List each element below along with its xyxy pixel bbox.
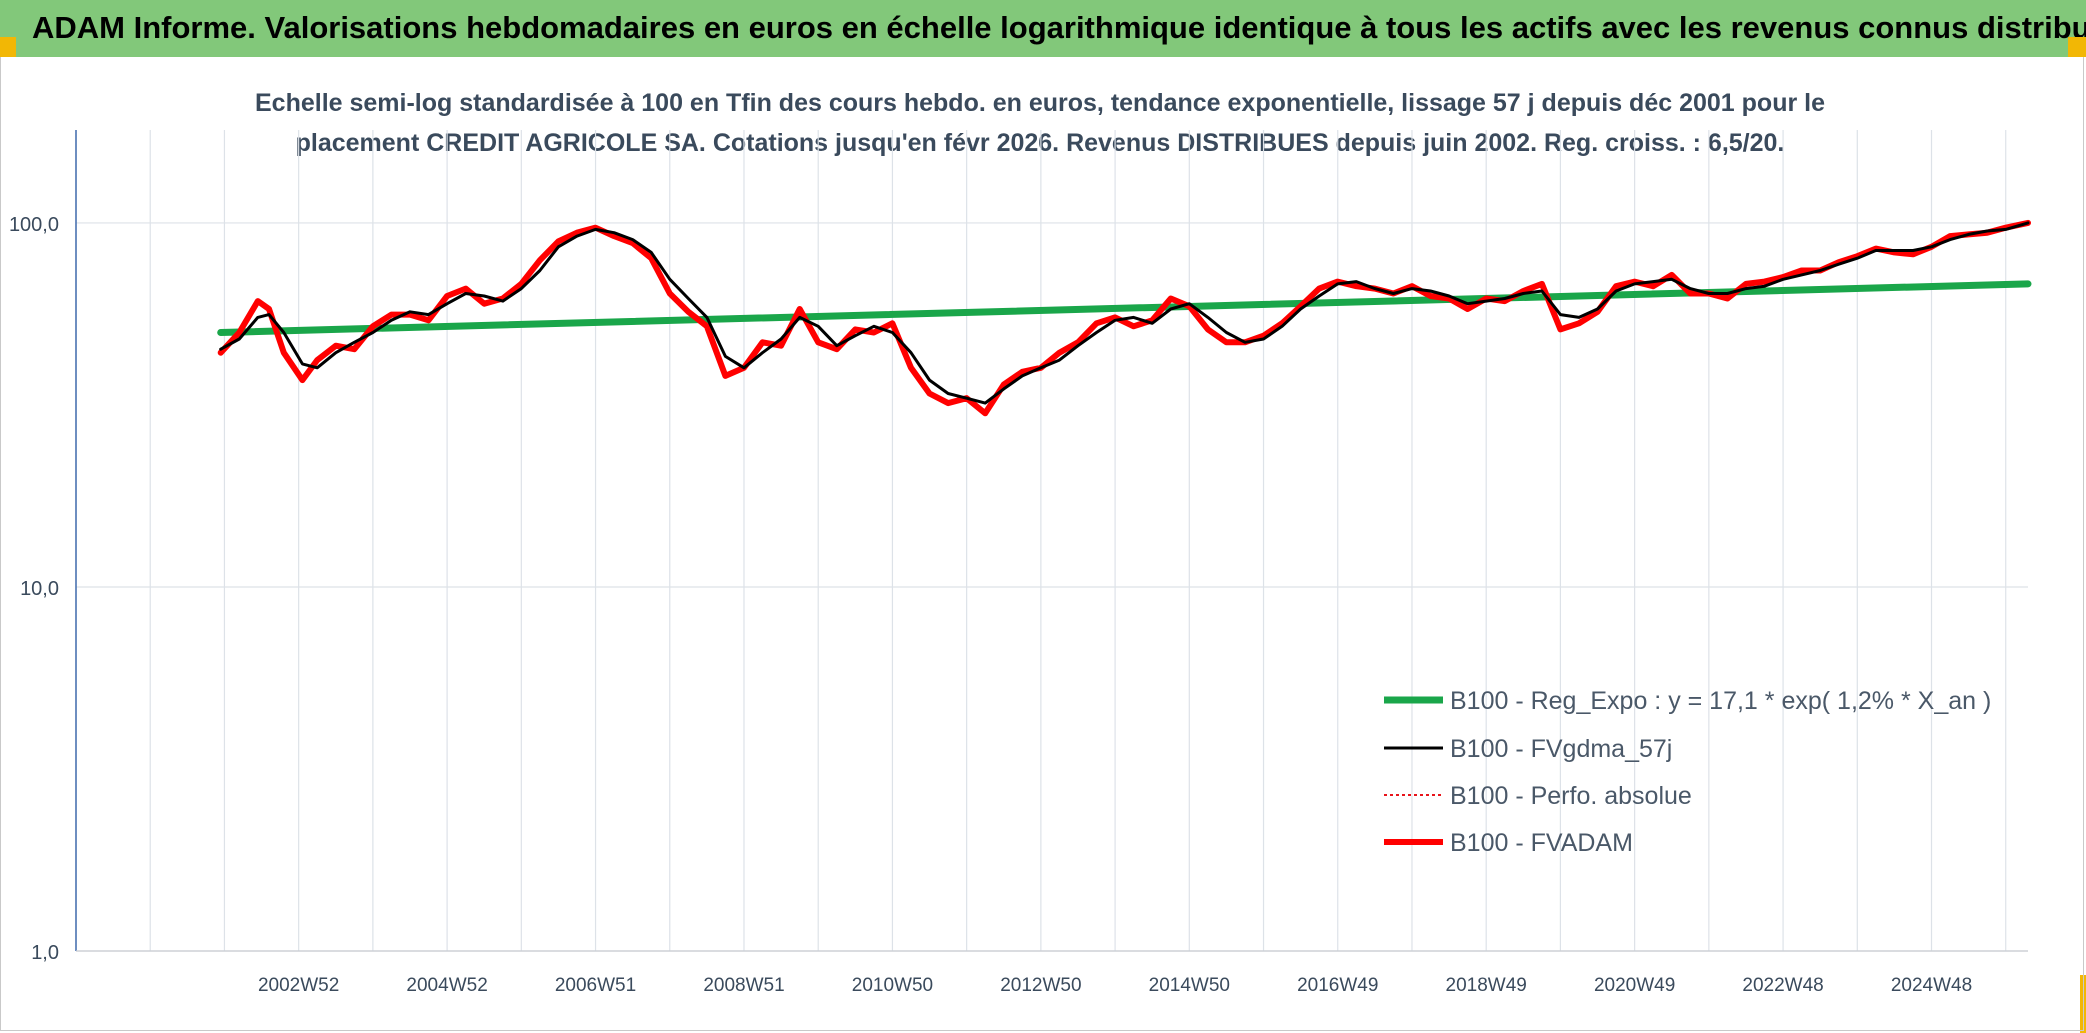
x-tick-label: 2020W49 — [1594, 975, 1675, 996]
grid-lines — [76, 130, 2028, 952]
series-lines — [217, 219, 2032, 417]
x-tick-label: 2002W52 — [258, 975, 339, 996]
legend-label: B100 - Perfo. absolue — [1450, 782, 1692, 810]
x-tick-label: 2024W48 — [1891, 975, 1972, 996]
y-tick-label: 100,0 — [9, 214, 59, 236]
corner-marker-top-right — [2068, 37, 2086, 57]
tick-labels: 1,0 10,0 100,0 2002W52 2004W52 2006W51 2008W51… — [9, 214, 1972, 996]
series-fvadam-line — [217, 219, 2031, 417]
x-tick-label: 2018W49 — [1446, 975, 1527, 996]
series-smoothed-line — [219, 221, 2030, 405]
y-tick-label: 10,0 — [20, 578, 59, 600]
chart-axes — [75, 130, 2028, 952]
legend-label: B100 - FVADAM — [1450, 829, 1633, 857]
chart-frame — [0, 57, 2084, 1031]
x-tick-label: 2004W52 — [406, 975, 487, 996]
x-tick-label: 2008W51 — [703, 975, 784, 996]
corner-marker-top-left — [0, 37, 16, 57]
chart-subtitle-line-2: placement CREDIT AGRICOLE SA. Cotations … — [295, 129, 1785, 157]
legend-label: B100 - FVgdma_57j — [1450, 735, 1672, 763]
x-tick-label: 2022W48 — [1742, 975, 1823, 996]
legend-label: B100 - Reg_Expo : y = 17,1 * exp( 1,2% *… — [1450, 687, 1991, 715]
x-tick-label: 2006W51 — [555, 975, 636, 996]
chart-legend: B100 - Reg_Expo : y = 17,1 * exp( 1,2% *… — [1384, 687, 1991, 857]
x-tick-label: 2010W50 — [852, 975, 933, 996]
x-tick-label: 2016W49 — [1297, 975, 1378, 996]
header-banner: ADAM Informe. Valorisations hebdomadaire… — [0, 0, 2086, 57]
chart-subtitle-line-1: Echelle semi-log standardisée à 100 en T… — [255, 89, 1825, 117]
page-title: ADAM Informe. Valorisations hebdomadaire… — [32, 10, 2086, 45]
x-tick-label: 2012W50 — [1000, 975, 1081, 996]
x-tick-label: 2014W50 — [1149, 975, 1230, 996]
series-regression-line — [217, 280, 2032, 336]
y-tick-label: 1,0 — [31, 942, 59, 964]
